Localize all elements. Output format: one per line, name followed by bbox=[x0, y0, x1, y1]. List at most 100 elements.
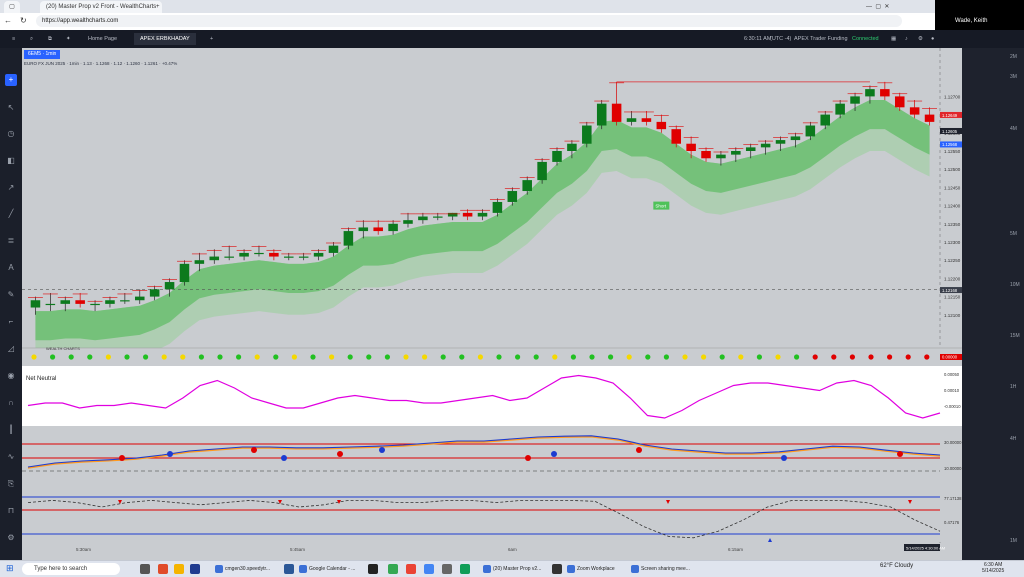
cursor-icon[interactable]: ↖ bbox=[7, 103, 15, 112]
line-tool-icon[interactable]: ╱ bbox=[8, 209, 14, 218]
add-tab-button[interactable]: + bbox=[210, 36, 214, 42]
candle-body bbox=[716, 154, 726, 159]
taskbar-app[interactable]: (20) Master Prop v2... bbox=[482, 563, 541, 575]
search-icon[interactable]: ⌕ bbox=[30, 36, 34, 42]
folder-icon[interactable] bbox=[174, 564, 184, 574]
chart-svg[interactable]: 1.127001.126501.126001.125501.125001.124… bbox=[22, 48, 962, 560]
chart-area[interactable]: 1.127001.126501.126001.125501.125001.124… bbox=[22, 48, 962, 560]
interval-label[interactable]: 15M bbox=[1010, 333, 1020, 339]
hamburger-icon[interactable]: ≡ bbox=[12, 36, 16, 42]
calendar-icon[interactable]: ▦ bbox=[891, 36, 897, 42]
interval-label[interactable]: 5M bbox=[1010, 231, 1017, 237]
price-axis-label: 1.12700 bbox=[944, 94, 961, 99]
candle-body bbox=[239, 252, 249, 257]
interval-label[interactable]: 4M bbox=[1010, 126, 1017, 132]
interval-label[interactable]: 3M bbox=[1010, 74, 1017, 80]
magnet-icon[interactable]: ∩ bbox=[8, 398, 14, 407]
dots-value: 0.00000 bbox=[942, 355, 958, 360]
indicator-icon[interactable]: ∿ bbox=[7, 452, 15, 461]
interval-label[interactable]: 4H bbox=[1010, 436, 1017, 442]
brush-icon[interactable]: ✎ bbox=[7, 290, 15, 299]
sell-arrow bbox=[908, 500, 912, 504]
task-view-icon[interactable] bbox=[140, 564, 150, 574]
signal-dot bbox=[533, 354, 539, 360]
windows-start-icon[interactable]: ⊞ bbox=[6, 563, 14, 573]
browser-menu-icon[interactable]: ▢ bbox=[4, 1, 20, 13]
interval-label[interactable]: 2M bbox=[1010, 54, 1017, 60]
net-axis-label: -0.00010 bbox=[944, 404, 961, 409]
osc-cross-dot bbox=[379, 447, 385, 453]
app-icon[interactable] bbox=[552, 564, 562, 574]
settings-icon[interactable]: ⚙ bbox=[7, 533, 15, 542]
candle-body bbox=[805, 125, 816, 137]
bookmark-icon[interactable]: ◧ bbox=[7, 156, 15, 165]
weather-widget[interactable]: 62°F Cloudy bbox=[880, 563, 913, 569]
window-controls[interactable]: — ▢ ✕ bbox=[866, 4, 890, 10]
signal-dot bbox=[831, 354, 837, 360]
app-icon[interactable] bbox=[190, 564, 200, 574]
candle-body bbox=[909, 107, 920, 115]
taskbar-search-input[interactable]: Type here to search bbox=[22, 563, 120, 575]
price-badge bbox=[940, 141, 962, 148]
app-header: ≡ ⌕ ⧉ ✦ Home Page APEX ERBKHADAY + 6:30:… bbox=[0, 30, 1024, 48]
interval-label[interactable]: 10M bbox=[1010, 282, 1020, 288]
dots-pane-bg bbox=[22, 348, 962, 366]
taskbar-app[interactable]: Screen sharing mee... bbox=[630, 563, 690, 575]
time-axis-label: 6am bbox=[508, 547, 517, 552]
app-icon[interactable] bbox=[442, 564, 452, 574]
taskbar-app[interactable]: Zoom Workplace bbox=[566, 563, 615, 575]
entry-marker-label: Short bbox=[655, 204, 667, 209]
signal-dot bbox=[329, 354, 335, 360]
reload-icon[interactable]: ↻ bbox=[20, 16, 27, 25]
user-icon[interactable]: ● bbox=[931, 36, 935, 42]
chart-type-icon[interactable]: ┃ bbox=[8, 425, 14, 434]
trend-icon[interactable]: ↗ bbox=[7, 183, 15, 192]
app-icon[interactable] bbox=[460, 564, 470, 574]
gear-icon[interactable]: ⚙ bbox=[918, 36, 923, 42]
candle-body bbox=[701, 151, 711, 159]
price-badge bbox=[940, 287, 962, 294]
interval-label[interactable]: 1H bbox=[1010, 384, 1017, 390]
app-icon[interactable] bbox=[388, 564, 398, 574]
price-axis-label: 1.12500 bbox=[944, 167, 961, 172]
dots-pane-label: WEALTH CHARTS bbox=[46, 346, 80, 351]
candle-body bbox=[358, 227, 369, 232]
signal-dot bbox=[515, 354, 521, 360]
taskbar-clock[interactable]: 6:30 AM 5/14/2025 bbox=[982, 562, 1004, 574]
ai-icon[interactable]: ✦ bbox=[66, 36, 71, 42]
taskbar-app[interactable]: cmgen30.speedytr... bbox=[214, 563, 270, 575]
symbol-tab[interactable]: 6EM5 · 1min bbox=[24, 50, 61, 59]
account-name[interactable]: APEX Trader Funding bbox=[794, 36, 848, 42]
candle-body bbox=[120, 300, 130, 302]
app-icon[interactable] bbox=[158, 564, 168, 574]
new-tab-button[interactable]: + bbox=[150, 1, 166, 13]
fib-icon[interactable]: ≣ bbox=[7, 236, 15, 245]
signal-dot bbox=[682, 354, 688, 360]
browser-tab-active[interactable]: (20) Master Prop v2 Front - WealthCharts bbox=[40, 1, 163, 13]
candle-body bbox=[209, 256, 220, 261]
clock-icon[interactable]: ◷ bbox=[7, 129, 15, 138]
chrome-icon[interactable] bbox=[406, 564, 416, 574]
url-field[interactable]: https://app.wealthcharts.com bbox=[36, 15, 902, 27]
word-icon[interactable] bbox=[284, 564, 294, 574]
app-icon[interactable] bbox=[368, 564, 378, 574]
add-icon[interactable]: + bbox=[5, 74, 17, 86]
shape-icon[interactable]: ◿ bbox=[7, 344, 15, 353]
copy-icon[interactable]: ⎘ bbox=[7, 479, 15, 488]
back-icon[interactable]: ← bbox=[4, 16, 12, 25]
candle-body bbox=[90, 303, 100, 306]
app-icon[interactable] bbox=[424, 564, 434, 574]
signal-dot bbox=[180, 354, 186, 360]
lock-icon[interactable]: ⊓ bbox=[7, 506, 15, 515]
notification-icon[interactable]: ♪ bbox=[905, 36, 908, 42]
signal-dot bbox=[868, 354, 874, 360]
text-tool-icon[interactable]: A bbox=[8, 263, 14, 272]
signal-dot bbox=[310, 354, 316, 360]
tab-home-page[interactable]: Home Page bbox=[88, 36, 118, 42]
eye-icon[interactable]: ◉ bbox=[7, 371, 15, 380]
tab-apex-workspace[interactable]: APEX ERBKHADAY bbox=[134, 33, 196, 45]
interval-label[interactable]: 1M bbox=[1010, 538, 1017, 544]
ruler-icon[interactable]: ⌐ bbox=[8, 317, 14, 326]
layout-icon[interactable]: ⧉ bbox=[48, 36, 52, 42]
taskbar-app[interactable]: Google Calendar - ... bbox=[298, 563, 355, 575]
